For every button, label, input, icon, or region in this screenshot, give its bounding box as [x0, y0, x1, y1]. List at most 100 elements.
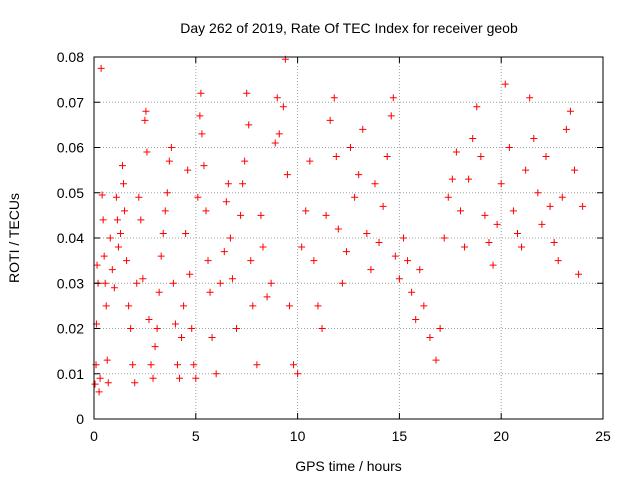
data-point — [155, 288, 163, 296]
data-point — [330, 94, 338, 102]
data-point — [167, 144, 175, 151]
data-point — [522, 166, 530, 174]
data-point — [426, 334, 434, 342]
y-tick-label: 0.08 — [57, 49, 84, 65]
data-point — [489, 261, 497, 269]
data-point — [99, 216, 107, 224]
data-point — [404, 257, 412, 265]
data-point — [222, 198, 230, 206]
data-point — [497, 180, 505, 188]
data-point — [180, 302, 188, 310]
data-point — [245, 121, 253, 129]
data-point — [558, 193, 566, 201]
data-point — [198, 130, 206, 138]
data-point — [359, 125, 367, 133]
data-point — [142, 107, 150, 115]
data-point — [220, 248, 228, 256]
data-point — [575, 270, 583, 278]
data-point — [106, 234, 114, 242]
data-point — [271, 139, 279, 147]
data-point — [190, 361, 198, 369]
data-point — [408, 288, 416, 296]
y-tick-label: 0 — [76, 411, 84, 427]
data-point — [228, 275, 236, 283]
data-point — [342, 248, 350, 256]
data-point — [125, 302, 133, 310]
data-point — [477, 153, 485, 161]
data-point — [161, 207, 169, 215]
data-point — [338, 279, 346, 287]
data-point — [110, 284, 118, 292]
data-point — [96, 374, 104, 382]
grid-lines — [94, 57, 603, 419]
data-point — [267, 279, 275, 287]
data-point — [137, 216, 145, 224]
y-tick-label: 0.03 — [57, 275, 84, 291]
data-point — [526, 94, 534, 102]
data-point — [416, 266, 424, 274]
data-point — [363, 229, 371, 237]
data-point — [473, 103, 481, 111]
data-point — [391, 252, 399, 260]
data-point — [98, 191, 106, 199]
data-point — [123, 257, 131, 265]
data-point — [505, 144, 513, 151]
data-point — [226, 234, 234, 242]
data-point — [95, 388, 103, 396]
data-point — [465, 175, 473, 183]
data-point — [355, 171, 363, 179]
data-point — [322, 211, 330, 219]
data-point — [212, 370, 220, 378]
data-point — [481, 211, 489, 219]
data-point — [469, 134, 477, 142]
data-point — [237, 211, 245, 219]
data-point — [285, 302, 293, 310]
data-point — [509, 207, 517, 215]
data-point — [163, 189, 171, 197]
data-point — [165, 157, 173, 165]
y-tick-label: 0.05 — [57, 185, 84, 201]
data-point — [184, 166, 192, 174]
data-point — [93, 261, 101, 269]
data-point — [542, 153, 550, 161]
data-point — [178, 334, 186, 342]
data-point — [436, 325, 444, 332]
data-point — [395, 275, 403, 283]
data-point — [440, 234, 448, 242]
data-point — [501, 80, 509, 88]
data-point — [273, 94, 281, 102]
data-point — [112, 193, 120, 201]
data-point — [116, 229, 124, 237]
data-point — [334, 225, 342, 233]
data-point — [275, 130, 283, 138]
data-point — [176, 374, 184, 382]
x-tick-label: 5 — [192, 428, 200, 444]
data-point — [253, 361, 261, 369]
data-point — [173, 361, 181, 369]
data-point — [448, 175, 456, 183]
data-point — [538, 220, 546, 228]
data-point — [121, 207, 129, 215]
data-point — [102, 302, 110, 310]
data-point — [206, 288, 214, 296]
data-point — [145, 315, 153, 323]
data-point — [259, 243, 267, 251]
data-point — [247, 257, 255, 265]
x-tick-label: 10 — [290, 428, 306, 444]
data-point — [100, 252, 108, 260]
data-point — [283, 171, 291, 179]
data-point — [129, 361, 137, 369]
y-tick-label: 0.04 — [57, 230, 84, 246]
data-point — [554, 257, 562, 265]
data-point — [444, 193, 452, 201]
data-point — [149, 374, 157, 382]
data-point — [314, 302, 322, 310]
data-point — [513, 229, 521, 237]
data-point — [131, 379, 139, 387]
data-point — [485, 239, 493, 247]
data-point — [347, 144, 355, 151]
data-point — [279, 103, 287, 111]
data-point — [493, 220, 501, 228]
data-point — [153, 325, 161, 332]
data-point — [367, 266, 375, 274]
